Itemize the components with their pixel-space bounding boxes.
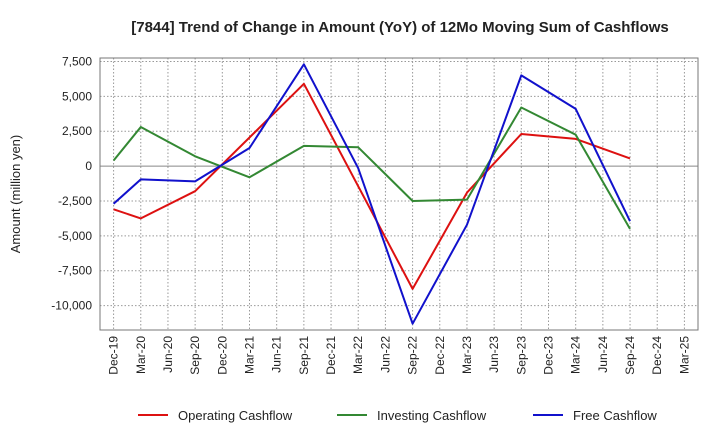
investing-cashflow-line: [112, 106, 631, 230]
x-tick-label: Dec-19: [107, 336, 121, 375]
y-axis: 7,500 5,000 2,500 0 -2,500 -5,000 -7,500 -10,00…: [51, 54, 92, 312]
legend-label-operating-cashflow: Operating Cashflow: [178, 408, 293, 423]
y-tick-label: -10,000: [51, 299, 92, 313]
plot-frame: [99, 57, 699, 331]
legend-label-investing-cashflow: Investing Cashflow: [377, 408, 487, 423]
x-tick-label: Dec-24: [650, 336, 664, 375]
series-group: [112, 63, 631, 325]
y-tick-label: 7,500: [62, 54, 92, 68]
x-tick-label: Sep-22: [406, 336, 420, 375]
x-tick-label: Sep-20: [188, 336, 202, 375]
y-tick-label: 5,000: [62, 89, 92, 103]
x-tick-label: Mar-21: [243, 336, 257, 374]
operating-cashflow-line: [113, 82, 631, 290]
x-tick-label: Dec-21: [324, 336, 338, 375]
x-tick-label: Dec-22: [433, 336, 447, 375]
x-tick-label: Dec-20: [215, 336, 229, 375]
chart-title: [7844] Trend of Change in Amount (YoY) o…: [131, 19, 669, 36]
free-cashflow-line: [112, 63, 631, 325]
y-tick-label: -2,500: [58, 194, 92, 208]
grid: [100, 58, 698, 330]
x-tick-label: Mar-22: [351, 336, 365, 374]
x-tick-label: Jun-21: [270, 336, 284, 373]
x-tick-label: Mar-20: [134, 336, 148, 374]
x-tick-label: Sep-21: [297, 336, 311, 375]
y-tick-label: -5,000: [58, 229, 92, 243]
legend: Operating Cashflow Investing Cashflow Free…: [138, 408, 657, 423]
y-axis-label: Amount (million yen): [8, 135, 23, 254]
y-tick-label: 0: [85, 159, 92, 173]
x-tick-label: Mar-25: [677, 336, 691, 374]
y-tick-label: 2,500: [62, 124, 92, 138]
x-tick-label: Jun-22: [378, 336, 392, 373]
x-axis: Dec-19 Mar-20 Jun-20 Sep-20 Dec-20 Mar-21 Jun-…: [107, 336, 692, 375]
x-tick-label: Jun-23: [487, 336, 501, 373]
legend-label-free-cashflow: Free Cashflow: [573, 408, 657, 423]
x-tick-label: Sep-23: [514, 336, 528, 375]
x-tick-label: Dec-23: [542, 336, 556, 375]
x-tick-label: Jun-20: [161, 336, 175, 373]
x-tick-label: Mar-23: [460, 336, 474, 374]
x-tick-label: Mar-24: [569, 336, 583, 374]
x-tick-label: Jun-24: [596, 336, 610, 373]
x-tick-label: Sep-24: [623, 336, 637, 375]
y-tick-label: -7,500: [58, 264, 92, 278]
